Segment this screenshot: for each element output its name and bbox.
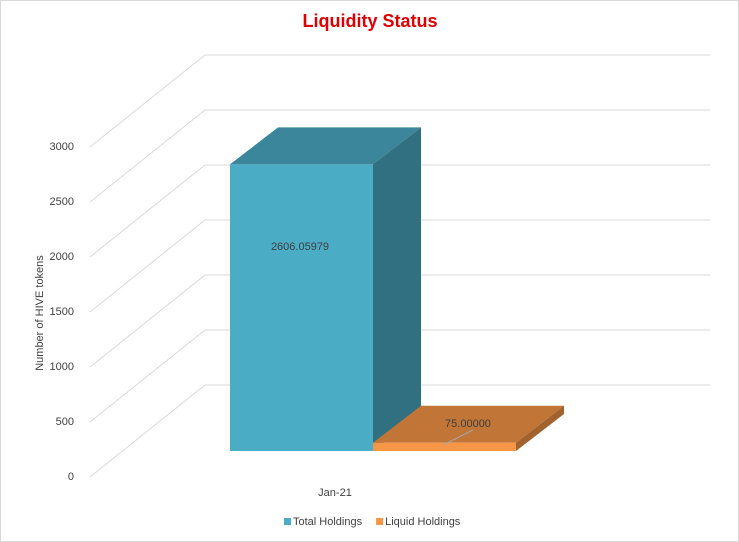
bar-side [516, 405, 564, 451]
grid-line [89, 219, 710, 313]
grid-line [89, 384, 710, 478]
bar-top [230, 127, 421, 165]
data-label: 75.00000 [445, 418, 491, 430]
y-tick-label: 0 [68, 471, 74, 483]
legend-label: Liquid Holdings [385, 516, 461, 528]
grid-line [89, 274, 710, 368]
bar [373, 442, 516, 451]
y-axis-label: Number of HIVE tokens [34, 255, 46, 371]
y-tick-label: 2000 [50, 251, 74, 263]
y-tick-label: 500 [56, 416, 74, 428]
data-label: 2606.05979 [271, 241, 329, 253]
grid-line [89, 109, 710, 203]
legend-swatch [284, 518, 291, 525]
legend-swatch [376, 518, 384, 525]
y-tick-label: 1500 [50, 306, 74, 318]
x-tick-label: Jan-21 [318, 487, 352, 499]
y-tick-label: 2500 [50, 196, 74, 208]
bar [230, 164, 373, 451]
bar-top [373, 405, 564, 443]
chart-title: Liquidity Status [303, 11, 438, 31]
grid-line [89, 54, 710, 148]
grid-line [89, 164, 710, 258]
legend-label: Total Holdings [293, 516, 363, 528]
grid-line [89, 329, 710, 423]
leader-line [442, 429, 474, 446]
bar-side [373, 127, 421, 451]
y-tick-label: 1000 [50, 361, 74, 373]
y-tick-label: 3000 [50, 141, 74, 153]
